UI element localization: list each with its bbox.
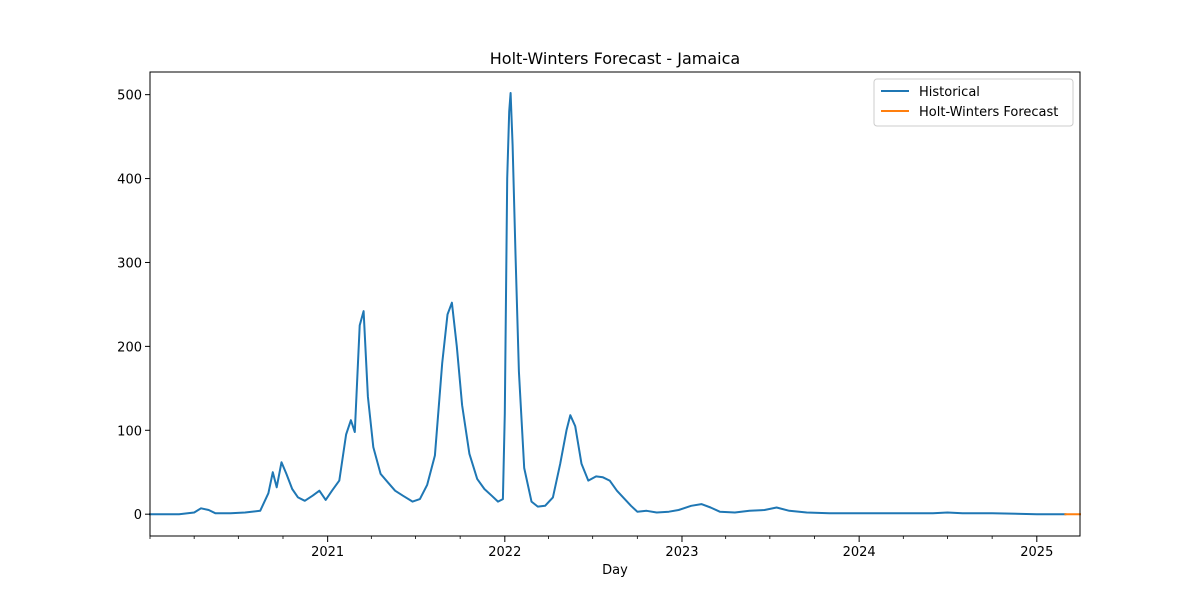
x-axis-label: Day: [602, 563, 628, 578]
y-tick-label: 200: [117, 340, 142, 355]
y-tick-label: 500: [117, 89, 142, 104]
chart-title: Holt-Winters Forecast - Jamaica: [490, 49, 740, 68]
legend-label: Historical: [919, 85, 980, 100]
legend: Historical Holt-Winters Forecast: [873, 78, 1074, 127]
y-tick-label: 400: [117, 173, 142, 188]
x-tick-label: 2025: [1020, 545, 1053, 560]
x-tick-label: 2022: [488, 545, 521, 560]
series-line-historical: [149, 92, 1067, 516]
legend-box: [873, 78, 1074, 127]
x-tick-label: 2021: [311, 545, 344, 560]
y-tick-label: 0: [134, 508, 142, 523]
plot-area: [149, 92, 1081, 516]
x-tick-label: 2024: [843, 545, 876, 560]
y-tick-label: 300: [117, 256, 142, 271]
y-tick-label: 100: [117, 424, 142, 439]
y-axis: 0 100 200 300 400 500: [117, 89, 150, 523]
legend-label: Holt-Winters Forecast: [919, 105, 1058, 120]
axes-frame: [149, 71, 1081, 537]
x-axis: 2021 2022 2023 2024 2025: [149, 536, 1053, 560]
x-tick-label: 2023: [665, 545, 698, 560]
